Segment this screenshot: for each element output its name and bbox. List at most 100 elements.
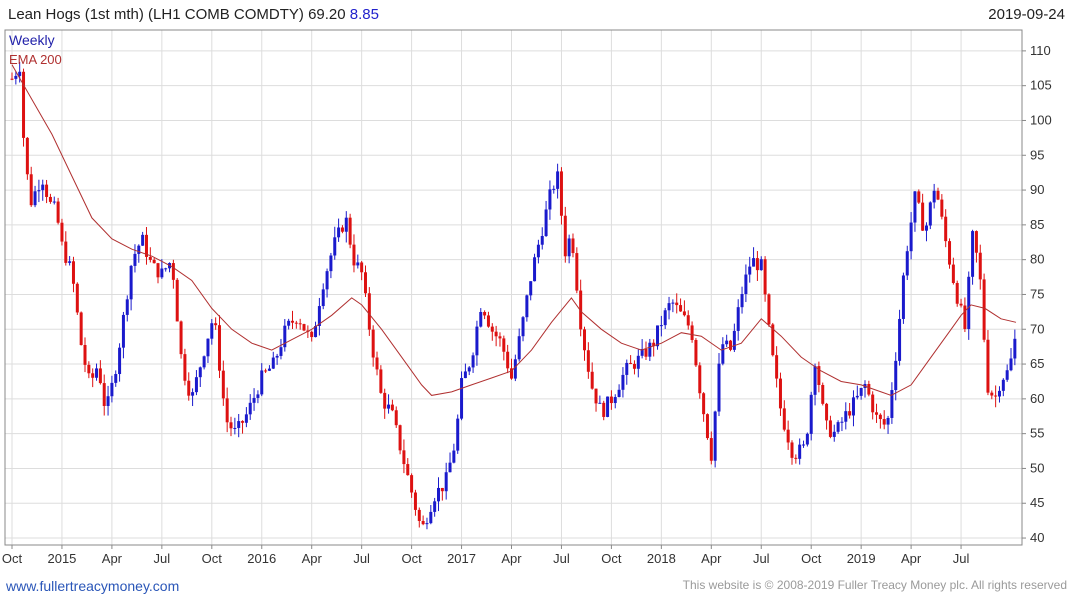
price-body bbox=[932, 190, 936, 203]
price-body bbox=[1001, 379, 1005, 391]
price-body bbox=[148, 256, 152, 260]
y-tick-label: 105 bbox=[1030, 78, 1052, 93]
price-body bbox=[29, 174, 33, 206]
price-body bbox=[679, 305, 683, 312]
price-body bbox=[479, 311, 483, 327]
price-body bbox=[325, 271, 329, 290]
price-body bbox=[260, 370, 264, 395]
price-body bbox=[698, 365, 702, 394]
price-body bbox=[310, 331, 314, 338]
x-tick-label: Oct bbox=[801, 551, 822, 566]
price-body bbox=[859, 387, 863, 396]
price-body bbox=[506, 351, 510, 369]
price-body bbox=[940, 199, 944, 217]
price-body bbox=[609, 396, 613, 404]
price-body bbox=[586, 350, 590, 372]
x-tick-label: Oct bbox=[601, 551, 622, 566]
price-body bbox=[452, 450, 456, 463]
gridlines bbox=[5, 30, 1022, 545]
price-body bbox=[544, 209, 548, 237]
x-tick-label: Jul bbox=[353, 551, 370, 566]
price-body bbox=[210, 323, 214, 339]
price-body bbox=[579, 290, 583, 330]
price-body bbox=[187, 380, 191, 396]
price-body bbox=[498, 336, 502, 339]
price-body bbox=[71, 261, 75, 284]
price-body bbox=[963, 305, 967, 329]
price-body bbox=[755, 258, 759, 271]
price-body bbox=[14, 75, 18, 79]
price-body bbox=[717, 363, 721, 412]
y-tick-label: 60 bbox=[1030, 391, 1044, 406]
price-body bbox=[686, 315, 690, 326]
price-body bbox=[763, 259, 767, 295]
price-body bbox=[25, 137, 29, 175]
price-body bbox=[563, 215, 567, 257]
price-body bbox=[617, 389, 621, 398]
price-body bbox=[129, 265, 133, 300]
price-body bbox=[898, 318, 902, 361]
price-body bbox=[118, 347, 122, 375]
price-body bbox=[333, 237, 337, 256]
price-body bbox=[556, 171, 560, 189]
x-tick-label: Apr bbox=[102, 551, 123, 566]
y-tick-label: 95 bbox=[1030, 147, 1044, 162]
price-body bbox=[725, 340, 729, 345]
price-body bbox=[629, 362, 633, 364]
price-body bbox=[986, 339, 990, 393]
price-body bbox=[583, 329, 587, 351]
price-body bbox=[990, 392, 994, 396]
price-body bbox=[348, 217, 352, 245]
price-body bbox=[125, 299, 129, 315]
price-body bbox=[613, 397, 617, 404]
price-body bbox=[294, 322, 298, 324]
site-link[interactable]: www.fullertreacymoney.com bbox=[6, 578, 180, 594]
price-body bbox=[671, 302, 675, 304]
price-body bbox=[302, 324, 306, 331]
price-body bbox=[502, 338, 506, 352]
price-body bbox=[809, 394, 813, 434]
price-body bbox=[363, 272, 367, 294]
price-body bbox=[463, 371, 467, 379]
price-body bbox=[198, 367, 202, 378]
price-body bbox=[721, 344, 725, 364]
price-body bbox=[221, 370, 225, 399]
price-body bbox=[767, 294, 771, 325]
price-body bbox=[575, 253, 579, 291]
price-body bbox=[217, 325, 221, 371]
price-body bbox=[1013, 338, 1017, 359]
price-body bbox=[917, 191, 921, 203]
price-body bbox=[10, 78, 14, 80]
x-tick-label: Apr bbox=[901, 551, 922, 566]
price-body bbox=[83, 345, 87, 365]
price-body bbox=[160, 268, 164, 278]
price-body bbox=[817, 366, 821, 385]
price-body bbox=[552, 188, 556, 190]
price-body bbox=[794, 457, 798, 459]
price-body bbox=[740, 294, 744, 308]
price-body bbox=[536, 244, 540, 258]
price-body bbox=[594, 388, 598, 404]
price-body bbox=[748, 266, 752, 275]
price-body bbox=[652, 342, 656, 347]
price-bars bbox=[10, 61, 1017, 530]
price-body bbox=[667, 303, 671, 311]
price-body bbox=[525, 295, 529, 318]
price-body bbox=[298, 323, 302, 325]
price-body bbox=[840, 421, 844, 423]
price-body bbox=[390, 404, 394, 411]
price-body bbox=[540, 236, 544, 245]
price-body bbox=[882, 419, 886, 425]
price-body bbox=[283, 325, 287, 348]
price-body bbox=[513, 359, 517, 379]
y-tick-label: 40 bbox=[1030, 530, 1044, 545]
chart-title: Lean Hogs (1st mth) (LH1 COMB COMDTY) bbox=[8, 6, 304, 23]
y-tick-label: 85 bbox=[1030, 217, 1044, 232]
price-body bbox=[394, 410, 398, 426]
price-body bbox=[663, 310, 667, 326]
price-body bbox=[267, 368, 271, 371]
price-body bbox=[440, 487, 444, 492]
price-body bbox=[890, 390, 894, 418]
price-body bbox=[813, 366, 817, 395]
